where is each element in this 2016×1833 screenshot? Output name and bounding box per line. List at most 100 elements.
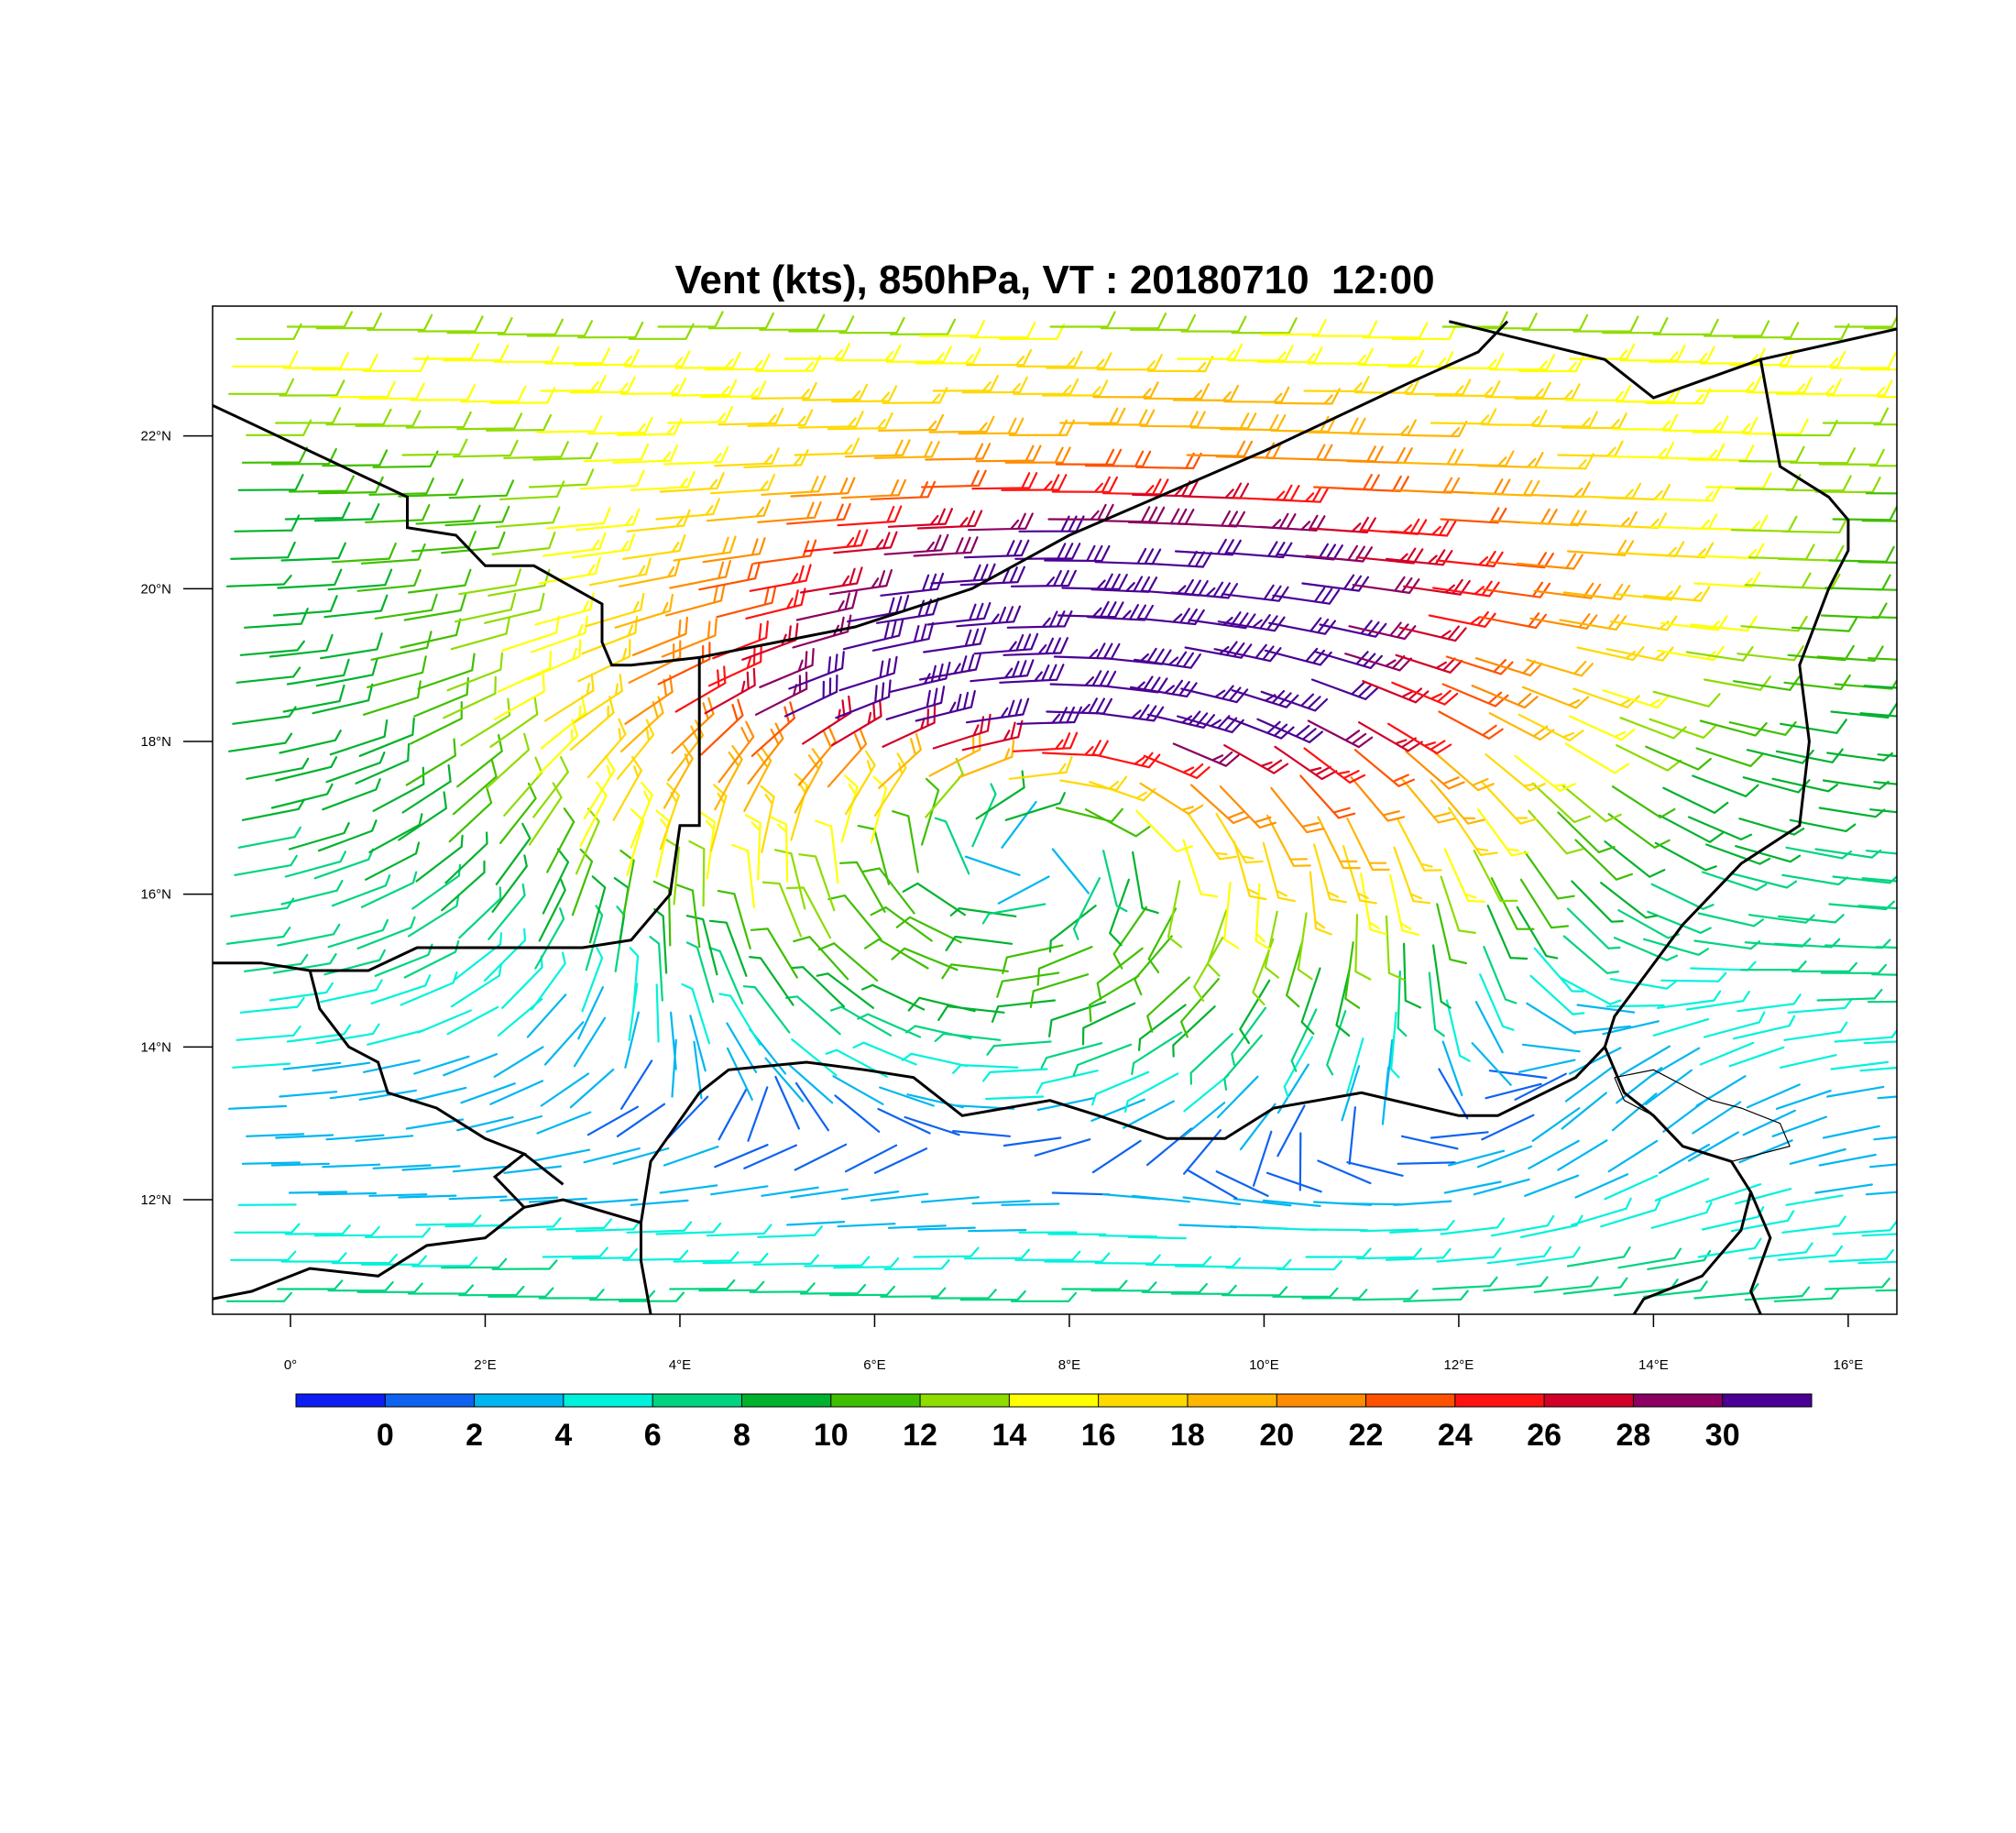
wind-barb xyxy=(1485,1082,1542,1100)
wind-barb xyxy=(1877,1095,1897,1100)
wind-barb xyxy=(1309,516,1376,533)
wind-barb xyxy=(1557,811,1616,853)
wind-barb xyxy=(1877,753,1897,758)
wind-barb xyxy=(786,502,851,525)
wind-barb xyxy=(1643,586,1711,602)
wind-barb xyxy=(1301,574,1369,592)
wind-barb xyxy=(1564,742,1630,774)
wind-barb xyxy=(577,321,644,339)
wind-barb xyxy=(536,415,603,434)
wind-barb xyxy=(958,417,1024,435)
wind-barb xyxy=(1143,383,1210,401)
wind-barb xyxy=(667,406,733,424)
wind-barb xyxy=(503,1165,562,1174)
wind-barb xyxy=(1260,690,1329,712)
wind-barb xyxy=(1781,517,1848,534)
wind-barb xyxy=(923,627,987,653)
wind-barb xyxy=(286,1024,352,1043)
wind-barb xyxy=(1227,345,1294,362)
wind-barb xyxy=(284,1224,351,1235)
wind-barb xyxy=(1748,1242,1813,1260)
wind-barb xyxy=(501,955,543,1009)
wind-barb xyxy=(1574,1173,1629,1199)
wind-barb xyxy=(1832,1220,1897,1235)
wind-barb xyxy=(1393,1200,1452,1206)
wind-barb xyxy=(317,819,378,852)
wind-barb xyxy=(1692,774,1759,797)
wind-barb xyxy=(275,756,338,782)
wind-barb xyxy=(1775,1090,1832,1110)
wind-barb xyxy=(1403,578,1471,596)
country-border xyxy=(213,320,1509,667)
wind-barb xyxy=(540,695,587,750)
colorbar-swatch xyxy=(1454,1394,1545,1407)
wind-barb xyxy=(905,1025,972,1040)
wind-barb xyxy=(1262,841,1296,903)
map-frame xyxy=(212,305,1898,1315)
wind-barb xyxy=(1737,645,1804,662)
wind-barb xyxy=(873,752,907,817)
wind-barb xyxy=(1016,350,1083,368)
wind-barb xyxy=(1652,690,1721,708)
wind-barb xyxy=(1046,352,1112,369)
wind-barb xyxy=(569,1068,615,1109)
wind-barb xyxy=(1046,697,1112,715)
wind-barb xyxy=(1299,417,1366,434)
wind-barb xyxy=(526,320,593,337)
wind-barb xyxy=(657,311,724,328)
wind-barb xyxy=(1877,396,1897,399)
wind-barb xyxy=(417,315,484,333)
colorbar-label: 2 xyxy=(466,1418,483,1453)
wind-barb xyxy=(528,468,595,488)
wind-barb xyxy=(749,956,794,1006)
wind-barb xyxy=(1061,1279,1128,1290)
colorbar: 0 2 4 6 8 10 12 14 16 18 20 22 24 26 28 30 xyxy=(295,1393,1813,1453)
wind-barb xyxy=(880,1287,947,1298)
wind-barb xyxy=(365,841,421,881)
wind-barb xyxy=(232,350,299,368)
wind-barb xyxy=(1018,515,1085,532)
wind-barb xyxy=(1857,905,1897,910)
wind-barb xyxy=(1562,935,1619,974)
wind-barb xyxy=(1526,658,1594,677)
wind-barb xyxy=(835,344,902,362)
wind-barb xyxy=(1436,903,1467,965)
wind-barb xyxy=(1430,1131,1489,1139)
wind-barb xyxy=(323,949,386,976)
wind-barb xyxy=(1820,602,1888,620)
wind-barb xyxy=(588,557,652,587)
wind-barb xyxy=(704,353,771,371)
wind-barb xyxy=(844,439,911,458)
wind-barb xyxy=(1053,642,1121,660)
wind-barb xyxy=(1029,973,1090,1008)
wind-barb xyxy=(1036,946,1093,986)
wind-barb xyxy=(689,1015,707,1072)
wind-barb xyxy=(1040,1042,1103,1069)
wind-barb xyxy=(1096,704,1165,722)
wind-barb xyxy=(1222,1286,1288,1297)
wind-barb xyxy=(827,412,893,431)
wind-barb xyxy=(1611,1092,1658,1132)
wind-barb xyxy=(1048,1001,1107,1037)
wind-barb xyxy=(356,1282,423,1293)
wind-barb xyxy=(802,383,869,401)
wind-barb xyxy=(785,886,832,939)
wind-barb xyxy=(915,690,976,722)
wind-barb xyxy=(585,905,604,971)
wind-barb xyxy=(1875,946,1897,949)
wind-barb xyxy=(1174,538,1242,556)
wind-barb xyxy=(840,1191,900,1201)
wind-barb xyxy=(981,903,1046,925)
wind-barb xyxy=(1440,1217,1506,1235)
wind-barb xyxy=(833,1257,900,1269)
wind-barb xyxy=(368,1193,428,1197)
colorbar-label: 16 xyxy=(1081,1418,1116,1453)
wind-barb xyxy=(1777,1245,1844,1261)
wind-barb xyxy=(1326,1010,1347,1076)
wind-barb xyxy=(751,382,817,400)
wind-barb xyxy=(1476,808,1529,857)
wind-barb xyxy=(991,999,1056,1023)
wind-barb xyxy=(714,1144,769,1169)
wind-barb xyxy=(616,1103,666,1137)
wind-barb xyxy=(630,781,653,849)
